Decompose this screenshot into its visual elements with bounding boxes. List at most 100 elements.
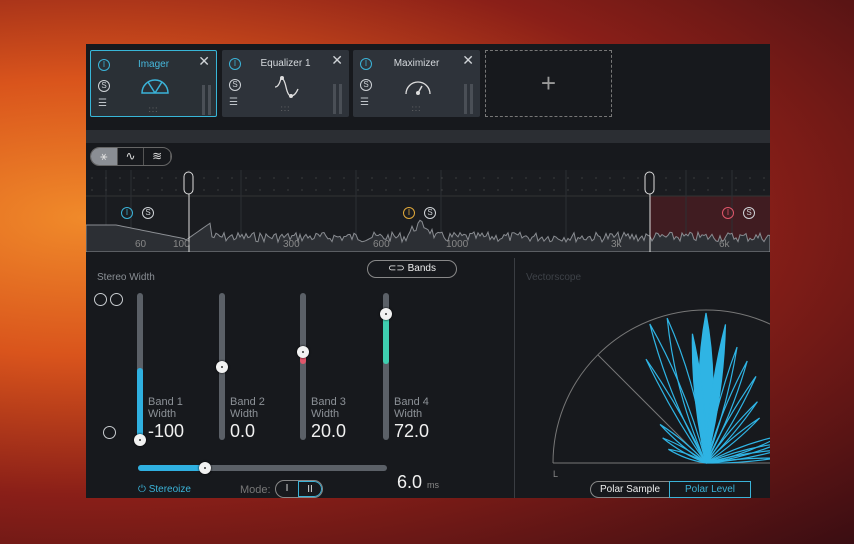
sine-view-icon[interactable]: ∿ — [118, 148, 145, 165]
list-icon[interactable]: ☰ — [98, 98, 107, 109]
waves-view-icon[interactable]: ≋ — [144, 148, 171, 165]
band-4-width-slider[interactable] — [383, 293, 389, 440]
close-icon[interactable]: ✕ — [198, 53, 210, 69]
spectrum-curve — [86, 219, 770, 252]
grid-dot — [161, 177, 163, 179]
band-4-power-icon[interactable]: I — [722, 207, 734, 219]
mode-option-1[interactable]: I — [285, 483, 289, 494]
crossover-handle-2 — [644, 171, 655, 195]
panel-divider — [514, 258, 515, 498]
grid-dot — [217, 189, 219, 191]
band-width-value[interactable]: -100 — [148, 421, 185, 441]
band-3-slider-thumb[interactable] — [297, 345, 309, 358]
grid-dot — [203, 189, 205, 191]
close-icon[interactable]: ✕ — [462, 52, 474, 68]
grid-dot — [455, 189, 457, 191]
power-icon[interactable]: I — [98, 59, 110, 71]
band-4-slider-thumb[interactable] — [380, 307, 392, 320]
band-1-slider-thumb[interactable] — [134, 434, 146, 446]
eq-curve-icon — [274, 76, 299, 98]
vectorscope-lobe — [705, 324, 727, 464]
close-icon[interactable]: ✕ — [331, 52, 343, 68]
drag-grip-icon[interactable]: ::: — [280, 104, 291, 113]
crossover-handle-1 — [183, 171, 194, 195]
grid-dot — [357, 189, 359, 191]
vectorscope-lobe — [705, 346, 738, 464]
band-2-slider-thumb[interactable] — [216, 360, 228, 373]
band-1-power-icon[interactable]: I — [121, 207, 133, 219]
list-icon[interactable]: ☰ — [229, 97, 238, 108]
drag-grip-icon[interactable]: ::: — [148, 105, 159, 114]
grid-dot — [371, 189, 373, 191]
grid-dot — [497, 177, 499, 179]
grid-dot — [245, 189, 247, 191]
imager-view-icon[interactable]: ⚹ — [91, 148, 118, 165]
band-name: Band 3 — [311, 396, 346, 408]
add-module-button[interactable]: + — [485, 50, 612, 117]
grid-dot — [273, 177, 275, 179]
stereoize-slider[interactable] — [138, 462, 387, 474]
mono-circle-icon — [103, 426, 116, 439]
band-1-solo-icon[interactable]: S — [142, 207, 154, 219]
freq-label: 3k — [611, 239, 622, 250]
power-icon[interactable]: I — [229, 58, 241, 70]
drag-grip-icon[interactable]: ::: — [411, 104, 422, 113]
band-4-solo-icon[interactable]: S — [743, 207, 755, 219]
mode-option-2[interactable]: II — [298, 481, 322, 497]
grid-dot — [511, 177, 513, 179]
grid-dot — [623, 189, 625, 191]
grid-dot — [147, 177, 149, 179]
band-name: Band 4 — [394, 396, 429, 408]
grid-dot — [175, 177, 177, 179]
grid-dot — [511, 189, 513, 191]
meter — [202, 85, 205, 115]
grid-dot — [567, 189, 569, 191]
band-3-width-slider[interactable] — [300, 293, 306, 440]
meter — [464, 84, 467, 114]
polar-sample-button[interactable]: Polar Sample — [590, 481, 670, 498]
grid-dot — [483, 177, 485, 179]
vectorscope-lobe — [705, 417, 761, 464]
delay-number: 6.0 — [397, 472, 423, 492]
grid-dot — [427, 189, 429, 191]
grid-dot — [623, 177, 625, 179]
band-3-solo-icon[interactable]: S — [424, 207, 436, 219]
module-card-equalizer[interactable]: Equalizer 1 I S ☰ ::: ✕ — [222, 50, 349, 117]
bands-link-button[interactable]: ⊂⊃ Bands — [367, 260, 457, 278]
grid-dot — [231, 189, 233, 191]
power-icon[interactable]: I — [360, 58, 372, 70]
delay-value[interactable]: 6.0 ms — [397, 472, 439, 493]
band-width-value[interactable]: 72.0 — [394, 421, 430, 441]
solo-icon[interactable]: S — [360, 79, 372, 91]
stereoize-toggle[interactable]: ⏻ Stereoize — [138, 484, 191, 495]
polar-level-button[interactable]: Polar Level — [669, 481, 751, 498]
divider-bar — [86, 130, 770, 143]
module-card-maximizer[interactable]: Maximizer I S ☰ ::: ✕ — [353, 50, 480, 117]
stereoize-thumb[interactable] — [199, 462, 212, 474]
imager-arc-icon — [141, 79, 169, 94]
grid-dot — [203, 177, 205, 179]
stereoize-fill — [138, 465, 206, 471]
grid-dot — [413, 177, 415, 179]
grid-dot — [763, 189, 765, 191]
band-1-width-slider[interactable] — [137, 293, 143, 440]
band-width-value[interactable]: 0.0 — [230, 421, 256, 441]
grid-dot — [287, 189, 289, 191]
solo-icon[interactable]: S — [98, 80, 110, 92]
stereo-width-title: Stereo Width — [97, 272, 155, 283]
band-fill — [137, 368, 143, 440]
grid-dot — [721, 177, 723, 179]
module-title: Maximizer — [393, 58, 440, 69]
spectrum-band-display[interactable]: I S I S I S 60 100 300 600 1000 3k 6k — [86, 170, 770, 252]
solo-icon[interactable]: S — [229, 79, 241, 91]
band-width-value[interactable]: 20.0 — [311, 421, 347, 441]
list-icon[interactable]: ☰ — [360, 97, 369, 108]
band-3-power-icon[interactable]: I — [403, 207, 415, 219]
imager-plugin-window: Imager I S ☰ ::: ✕ Equalizer 1 I S ☰ :::… — [86, 44, 770, 498]
grid-dot — [399, 189, 401, 191]
module-card-imager[interactable]: Imager I S ☰ ::: ✕ — [90, 50, 217, 117]
band-name: Band 1 — [148, 396, 183, 408]
grid-dot — [91, 177, 93, 179]
grid-dot — [609, 177, 611, 179]
polar-arc — [552, 309, 770, 464]
